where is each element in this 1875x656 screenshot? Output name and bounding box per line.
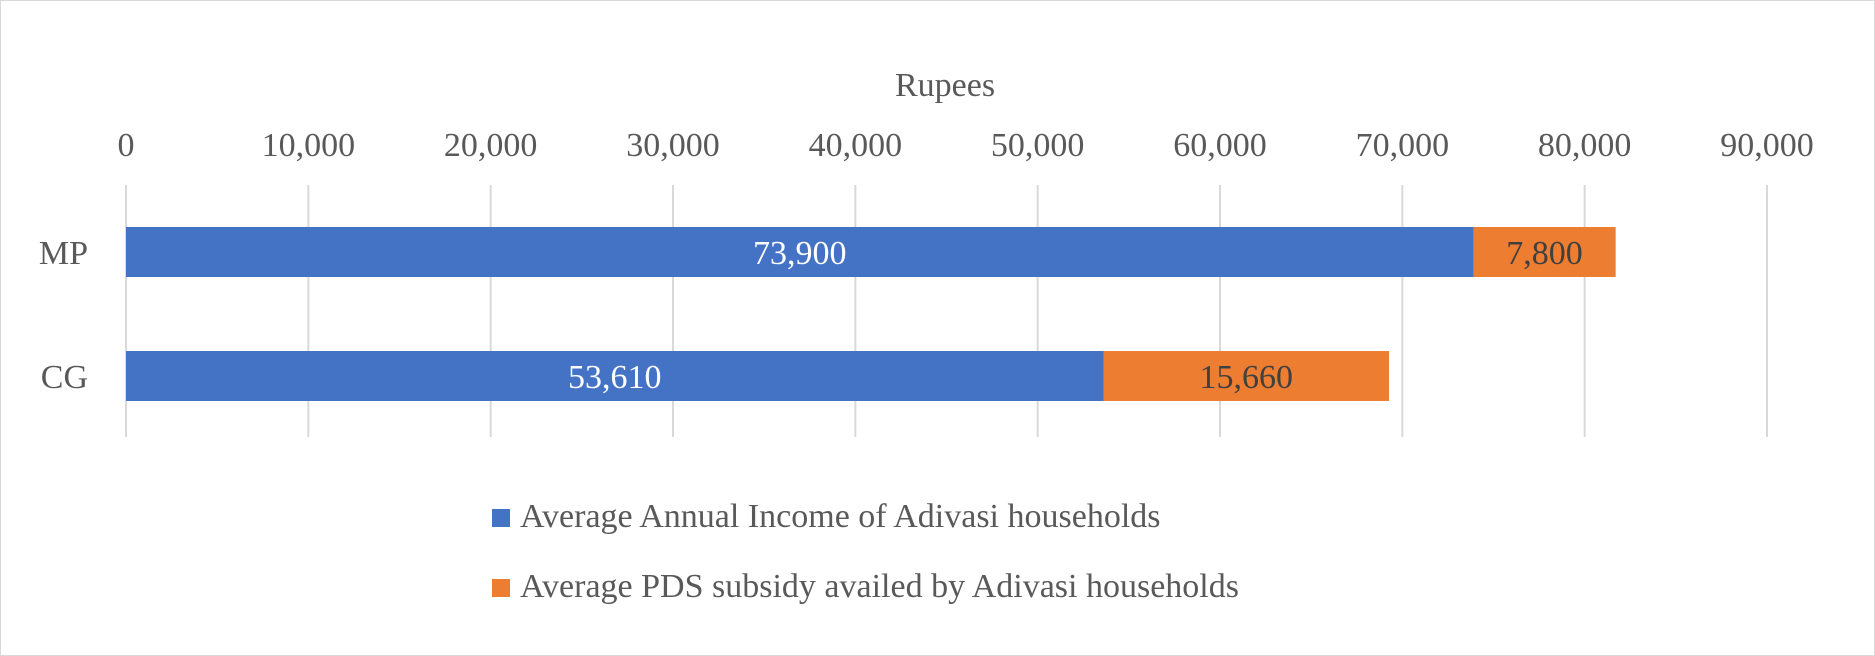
- category-label: MP: [39, 235, 88, 272]
- legend-label: Average PDS subsidy availed by Adivasi h…: [520, 568, 1239, 605]
- x-tick-label: 0: [118, 127, 135, 164]
- x-axis-title: Rupees: [895, 67, 995, 104]
- data-label: 7,800: [1506, 235, 1583, 272]
- legend: Average Annual Income of Adivasi househo…: [492, 498, 1239, 605]
- x-tick-label: 70,000: [1356, 127, 1450, 164]
- x-tick-label: 50,000: [991, 127, 1085, 164]
- bar-segment: [126, 351, 1104, 401]
- x-tick-label: 40,000: [809, 127, 903, 164]
- x-tick-labels: 0 10,000 20,000 30,000 40,000 50,000 60,000 70,…: [118, 127, 1814, 164]
- x-tick-label: 60,000: [1173, 127, 1267, 164]
- x-tick-label: 20,000: [444, 127, 538, 164]
- data-label: 73,900: [753, 235, 847, 272]
- bars: 73,900 7,800 53,610 15,660: [126, 227, 1616, 401]
- category-labels: MP CG: [39, 235, 88, 396]
- data-label: 53,610: [568, 359, 662, 396]
- bar-segment: [1473, 227, 1616, 277]
- legend-swatch: [492, 509, 510, 527]
- x-tick-label: 10,000: [262, 127, 356, 164]
- x-tick-label: 90,000: [1720, 127, 1814, 164]
- category-label: CG: [41, 359, 88, 396]
- x-tick-label: 30,000: [626, 127, 720, 164]
- legend-swatch: [492, 579, 510, 597]
- bar-segment: [126, 227, 1474, 277]
- bar-segment: [1103, 351, 1390, 401]
- x-tick-label: 80,000: [1538, 127, 1632, 164]
- data-label: 15,660: [1200, 359, 1294, 396]
- legend-label: Average Annual Income of Adivasi househo…: [520, 498, 1161, 535]
